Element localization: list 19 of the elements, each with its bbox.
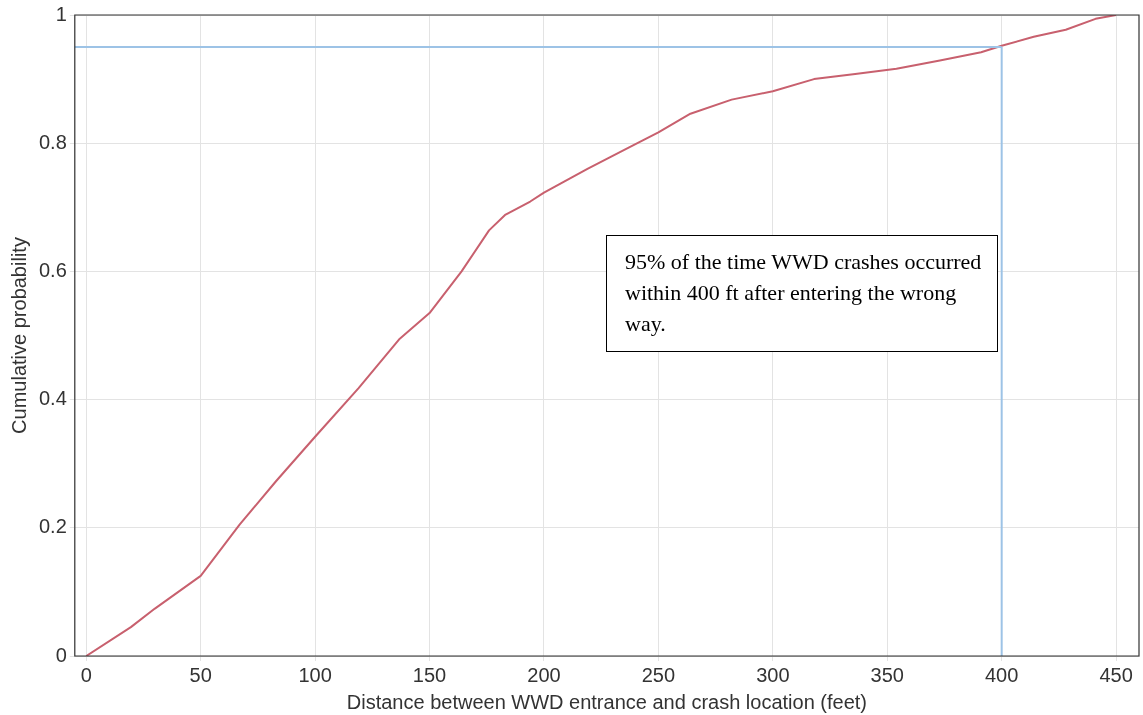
x-tick-label: 50 <box>189 663 212 686</box>
x-tick-label: 100 <box>298 663 332 686</box>
y-axis-title: Cumulative probability <box>7 237 30 434</box>
y-tick-label: 0.6 <box>38 258 67 281</box>
y-tick-label: 0.8 <box>38 130 67 153</box>
y-tick-label: 1 <box>55 2 67 25</box>
y-tick-label: 0 <box>55 643 67 666</box>
x-tick-label: 350 <box>870 663 904 686</box>
x-tick-label: 450 <box>1099 663 1133 686</box>
annotation: 95% of the time WWD crashes occurred within 400 ft after entering the wrong way. <box>606 235 998 352</box>
x-tick-label: 250 <box>641 663 676 686</box>
x-tick-label: 0 <box>80 663 92 686</box>
y-tick-label: 0.4 <box>38 387 67 410</box>
x-tick-label: 300 <box>756 663 790 686</box>
x-axis-title: Distance between WWD entrance and crash location (feet) <box>346 690 868 713</box>
x-tick-label: 150 <box>412 663 447 686</box>
x-tick-label: 400 <box>985 663 1019 686</box>
x-tick-label: 200 <box>527 663 561 686</box>
y-tick-label: 0.2 <box>38 515 67 538</box>
